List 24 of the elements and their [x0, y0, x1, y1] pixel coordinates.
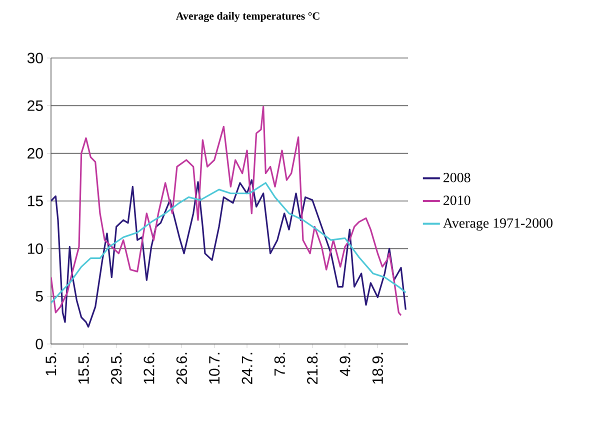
x-tick-label: 26.6.: [176, 352, 187, 384]
y-tick-label: 15: [28, 196, 43, 206]
legend-label: 2010: [444, 196, 470, 206]
y-tick-label: 30: [27, 52, 43, 64]
legend-label: Average 1971-2000: [443, 218, 552, 231]
x-tick-label: 24.7.: [242, 352, 252, 384]
y-tick-label: 20: [28, 148, 43, 159]
y-tick-label: 25: [28, 100, 43, 111]
y-tick-label: 10: [28, 243, 43, 254]
legend-label: 2008: [444, 172, 470, 182]
x-tick-label: 18.9.: [372, 352, 383, 384]
x-tick-label: 12.6.: [144, 352, 154, 384]
line-series: [51, 182, 406, 304]
x-tick-label: 7.8.: [274, 352, 285, 376]
x-tick-label: 21.8.: [307, 352, 318, 384]
x-tick-label: 10.7.: [209, 352, 220, 384]
x-tick-label: 4.9.: [340, 352, 350, 376]
line-series: [51, 106, 402, 316]
x-tick-label: 29.5.: [111, 352, 122, 384]
x-tick-label: 1.5.: [46, 352, 56, 376]
y-tick-label: 0: [36, 338, 43, 350]
x-tick-label: 15.5.: [78, 352, 89, 384]
y-tick-label: 5: [36, 291, 43, 302]
chart-title: Average daily temperatures °C: [176, 12, 320, 22]
